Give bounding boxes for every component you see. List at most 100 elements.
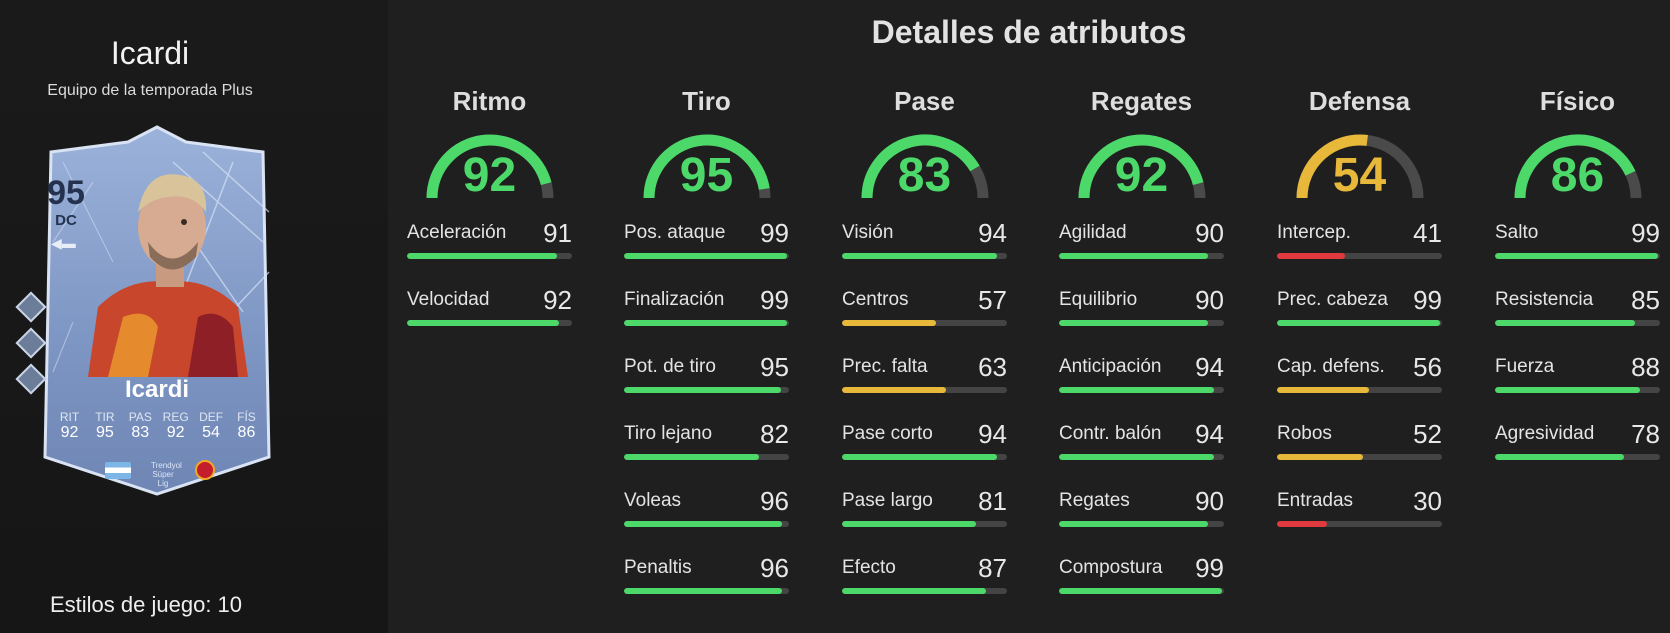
attribute-bar [1277, 320, 1442, 326]
attribute-label: Equilibrio [1059, 289, 1138, 310]
attribute-agilidad[interactable]: Agilidad 90 [1059, 218, 1224, 285]
attribute-bar-fill [842, 387, 946, 393]
attribute-bar-fill [1059, 521, 1208, 527]
attribute-regates[interactable]: Regates 90 [1059, 486, 1224, 553]
attribute-value: 85 [1631, 285, 1660, 315]
attribute-prec-cabeza[interactable]: Prec. cabeza 99 [1277, 285, 1442, 352]
attribute-resistencia[interactable]: Resistencia 85 [1495, 285, 1660, 352]
attribute-bar [842, 253, 1007, 259]
attribute-entradas[interactable]: Entradas 30 [1277, 486, 1442, 553]
attribute-robos[interactable]: Robos 52 [1277, 419, 1442, 486]
card-stat: FÍS 86 [230, 410, 263, 442]
attribute-bar-fill [624, 454, 760, 460]
gauge-fill [1514, 134, 1635, 199]
attribute-agresividad[interactable]: Agresividad 78 [1495, 419, 1660, 486]
card-stat-value: 86 [237, 424, 256, 441]
attribute-fuerza[interactable]: Fuerza 88 [1495, 352, 1660, 419]
attribute-list: Aceleración 91 Velocidad 92 [407, 218, 572, 352]
attribute-bar-fill [1495, 387, 1641, 393]
attribute-voleas[interactable]: Voleas 96 [624, 486, 789, 553]
attribute-value: 91 [543, 218, 572, 248]
playstyle-icon[interactable] [15, 291, 47, 323]
attribute-finalizacion[interactable]: Finalización 99 [624, 285, 789, 352]
card-stat-label: FÍS [237, 410, 256, 424]
card-stat-value: 54 [202, 424, 220, 441]
category-gauge: 92 [420, 126, 560, 206]
card-badges: Trendyol Süper Lig [105, 460, 215, 488]
attribute-label: Resistencia [1495, 289, 1594, 310]
category-title: Ritmo [452, 86, 527, 116]
attribute-anticipacion[interactable]: Anticipación 94 [1059, 352, 1224, 419]
attribute-bar-fill [842, 588, 986, 594]
card-stat-value: 92 [166, 424, 185, 441]
attribute-equilibrio[interactable]: Equilibrio 90 [1059, 285, 1224, 352]
card-stat-label: DEF [199, 410, 224, 424]
attribute-pase-largo[interactable]: Pase largo 81 [842, 486, 1007, 553]
attribute-bar [842, 521, 1007, 527]
attribute-value: 95 [760, 352, 789, 382]
attribute-bar [1495, 387, 1660, 393]
category-rating: 95 [679, 149, 734, 202]
attribute-bar [1277, 521, 1442, 527]
attribute-vision[interactable]: Visión 94 [842, 218, 1007, 285]
player-card[interactable]: 95 DC ◀▬ Icardi RIT 92 TIR 95 PAS 83 REG 92 … [33, 122, 281, 497]
attribute-bar-fill [1059, 454, 1215, 460]
category-rating: 86 [1550, 149, 1605, 202]
attribute-label: Contr. balón [1059, 423, 1162, 444]
attribute-velocidad[interactable]: Velocidad 92 [407, 285, 572, 352]
attribute-intercep[interactable]: Intercep. 41 [1277, 218, 1442, 285]
boot-icon: ◀▬ [51, 235, 76, 251]
attribute-bar-fill [1059, 588, 1223, 594]
attribute-value: 30 [1413, 486, 1442, 516]
attribute-value: 90 [1195, 218, 1224, 248]
attribute-bar [1495, 253, 1660, 259]
attributes-title: Detalles de atributos [871, 14, 1187, 50]
attribute-bar-fill [1059, 320, 1208, 326]
attribute-bar [842, 454, 1007, 460]
category-rating: 92 [1114, 149, 1169, 202]
attribute-aceleracion[interactable]: Aceleración 91 [407, 218, 572, 285]
attribute-bar [624, 521, 789, 527]
attribute-salto[interactable]: Salto 99 [1495, 218, 1660, 285]
attribute-label: Regates [1059, 490, 1130, 511]
playstyle-icon[interactable] [15, 327, 47, 359]
attribute-bar [407, 253, 572, 259]
attribute-penaltis[interactable]: Penaltis 96 [624, 553, 789, 620]
attribute-bar-fill [1277, 253, 1345, 259]
playstyle-icon[interactable] [15, 363, 47, 395]
attribute-cap-defens[interactable]: Cap. defens. 56 [1277, 352, 1442, 419]
category-gauge: 83 [855, 126, 995, 206]
attribute-pase-corto[interactable]: Pase corto 94 [842, 419, 1007, 486]
attribute-list: Pos. ataque 99 Finalización 99 Pot. de tiro 9… [624, 218, 789, 620]
attribute-bar-fill [1495, 253, 1659, 259]
attribute-bar-fill [842, 521, 976, 527]
attribute-bar-fill [842, 454, 998, 460]
gauge-fill [426, 134, 552, 199]
card-stat: RIT 92 [53, 410, 86, 442]
attribute-value: 87 [978, 553, 1007, 583]
attribute-tiro-lejano[interactable]: Tiro lejano 82 [624, 419, 789, 486]
category-title: Defensa [1308, 86, 1411, 116]
attribute-prec-falta[interactable]: Prec. falta 63 [842, 352, 1007, 419]
attribute-bar-fill [624, 253, 788, 259]
attribute-label: Prec. cabeza [1277, 289, 1388, 310]
card-stat-label: PAS [128, 410, 152, 424]
attribute-efecto[interactable]: Efecto 87 [842, 553, 1007, 620]
attribute-centros[interactable]: Centros 57 [842, 285, 1007, 352]
attribute-bar-fill [842, 253, 998, 259]
attribute-contr-balon[interactable]: Contr. balón 94 [1059, 419, 1224, 486]
attribute-bar-fill [1277, 387, 1370, 393]
attribute-pot-de-tiro[interactable]: Pot. de tiro 95 [624, 352, 789, 419]
attribute-bar [624, 454, 789, 460]
attribute-bar [407, 320, 572, 326]
attribute-bar-fill [1059, 387, 1215, 393]
attribute-bar-fill [1277, 454, 1363, 460]
attribute-compostura[interactable]: Compostura 99 [1059, 553, 1224, 620]
attribute-value: 99 [1631, 218, 1660, 248]
category-title: Tiro [682, 86, 731, 116]
playstyle-icons [15, 291, 47, 404]
card-position: DC [55, 212, 77, 229]
attribute-pos-ataque[interactable]: Pos. ataque 99 [624, 218, 789, 285]
attribute-bar-fill [407, 320, 559, 326]
attribute-value: 82 [760, 419, 789, 449]
